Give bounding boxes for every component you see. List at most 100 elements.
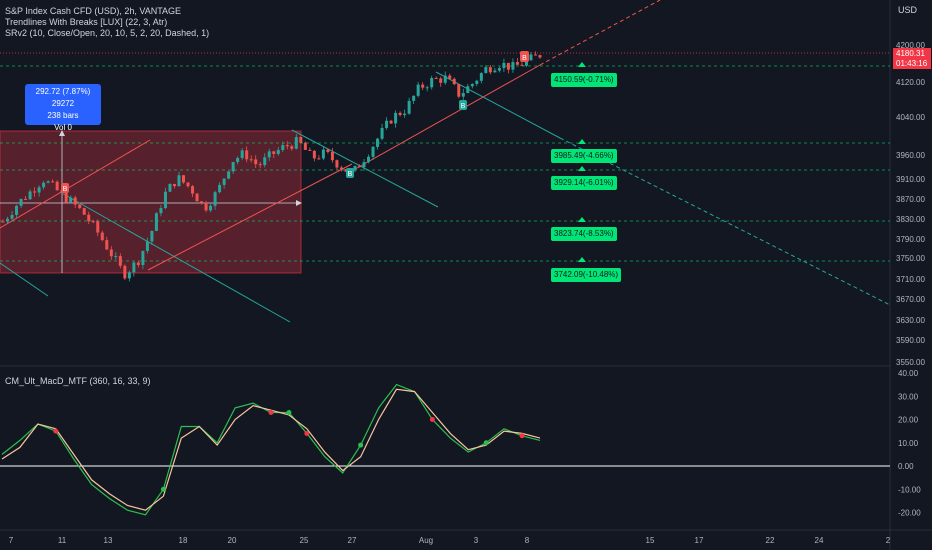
cross-dot <box>160 486 166 492</box>
measure-info-box[interactable]: 292.72 (7.87%) 29272 238 bars Vol 0 <box>25 84 101 132</box>
trendline-down-3 <box>291 129 439 208</box>
candle-body <box>249 159 253 161</box>
trendline-down-projection <box>559 137 891 306</box>
time-axis-labels[interactable]: 7 11 13 18 20 25 27 Aug 3 8 15 17 22 24 2 <box>9 536 891 545</box>
trendline-up-2 <box>147 163 353 271</box>
candle-body <box>100 232 104 241</box>
sr-label-4: 3823.74(-8.53%) <box>551 227 617 241</box>
price-tick-label: 4040.00 <box>896 113 925 122</box>
time-tick-label: 2 <box>886 536 891 545</box>
trendline-up-3 <box>349 64 541 173</box>
candle-body <box>51 181 55 183</box>
time-tick-label: 18 <box>179 536 188 545</box>
candle-body <box>163 191 167 209</box>
sr-lines-group <box>0 62 890 262</box>
cross-dot <box>286 410 292 416</box>
measure-range-rect[interactable] <box>0 130 302 274</box>
current-price-tag: 4180.31 <box>893 48 931 59</box>
trendline-up-1 <box>0 139 151 229</box>
candle-body <box>394 112 398 124</box>
sr-level-arrow <box>578 139 586 144</box>
candle-body <box>385 120 389 128</box>
candle-body <box>6 218 10 222</box>
price-tick-label: 3960.00 <box>896 151 925 160</box>
candle-body <box>389 120 393 124</box>
price-tick-label: 3670.00 <box>896 295 925 304</box>
symbol-legend[interactable]: S&P Index Cash CFD (USD), 2h, VANTAGE <box>5 6 182 16</box>
candle-body <box>55 181 59 191</box>
oscillator-legend[interactable]: CM_Ult_MacD_MTF (360, 16, 33, 9) <box>5 376 151 386</box>
candle-body <box>177 175 181 187</box>
trendline-up-projection <box>539 0 661 66</box>
price-tick-label: 3790.00 <box>896 235 925 244</box>
candle-body <box>96 221 100 233</box>
candle-body <box>276 149 280 154</box>
candle-body <box>150 230 154 242</box>
break-marker-2: B <box>346 168 354 178</box>
candle-body <box>412 95 416 101</box>
time-tick-label: 27 <box>348 536 357 545</box>
candle-body <box>330 151 334 161</box>
candle-body <box>46 181 50 183</box>
time-tick-label: Aug <box>419 536 433 545</box>
price-axis-labels[interactable]: 4200.00 4120.00 4040.00 3960.00 3910.00 3870.… <box>896 41 925 367</box>
candle-body <box>73 197 77 205</box>
candle-body <box>466 86 470 94</box>
candle-body <box>308 149 312 151</box>
candle-body <box>538 55 542 58</box>
sr-level-arrow <box>578 62 586 67</box>
candle-body <box>497 68 501 71</box>
candle-body <box>344 169 348 172</box>
cross-dot <box>53 428 59 434</box>
measure-change: 292.72 (7.87%) 29272 <box>35 87 91 108</box>
candle-body <box>245 150 249 160</box>
candle-body <box>227 171 231 179</box>
oscillator-tick-label: 20.00 <box>898 416 919 425</box>
price-tick-label: 4120.00 <box>896 78 925 87</box>
candle-body <box>109 249 113 257</box>
indicator-legend-srv2[interactable]: SRv2 (10, Close/Open, 20, 10, 5, 2, 20, … <box>5 28 210 38</box>
candle-body <box>430 78 434 88</box>
candle-body <box>69 197 73 203</box>
candle-body <box>407 100 411 114</box>
candle-body <box>78 204 82 209</box>
candle-body <box>267 151 271 158</box>
time-tick-label: 8 <box>525 536 530 545</box>
candle-body <box>493 70 497 73</box>
time-tick-label: 13 <box>104 536 113 545</box>
svg-text:B: B <box>522 55 527 62</box>
price-tick-label: 3630.00 <box>896 316 925 325</box>
candle-body <box>10 214 14 219</box>
indicator-legend-trendlines[interactable]: Trendlines With Breaks [LUX] (22, 3, Atr… <box>5 17 168 27</box>
cross-dot <box>483 440 489 446</box>
candle-body <box>42 182 46 188</box>
candle-body <box>317 158 321 160</box>
price-tick-label: 3870.00 <box>896 195 925 204</box>
measure-arrow-up <box>59 130 65 136</box>
candle-body <box>285 145 289 147</box>
candle-body <box>159 208 163 214</box>
cross-dot <box>358 442 364 448</box>
candle-body <box>376 138 380 147</box>
time-tick-label: 24 <box>815 536 824 545</box>
candle-body <box>511 62 515 70</box>
price-tick-label: 3830.00 <box>896 215 925 224</box>
candle-body <box>136 262 140 265</box>
candle-body <box>515 62 519 65</box>
countdown-tag: 01:43:16 <box>893 59 931 69</box>
candle-body <box>506 62 510 70</box>
candle-body <box>105 240 109 250</box>
cross-dot <box>268 410 274 416</box>
oscillator-axis-labels[interactable]: 40.00 30.00 20.00 10.00 0.00 -10.00 -20.00 <box>898 369 921 518</box>
trendline-down-4 <box>435 71 561 139</box>
candle-body <box>182 175 186 183</box>
measure-bars: 238 bars <box>47 111 79 120</box>
candle-body <box>200 201 204 203</box>
trendline-down-2 <box>59 191 291 323</box>
candle-body <box>326 149 330 152</box>
sr-label-5: 3742.09(-10.48%) <box>551 268 622 282</box>
candle-body <box>421 84 425 88</box>
oscillator-cross-dots <box>53 410 525 492</box>
